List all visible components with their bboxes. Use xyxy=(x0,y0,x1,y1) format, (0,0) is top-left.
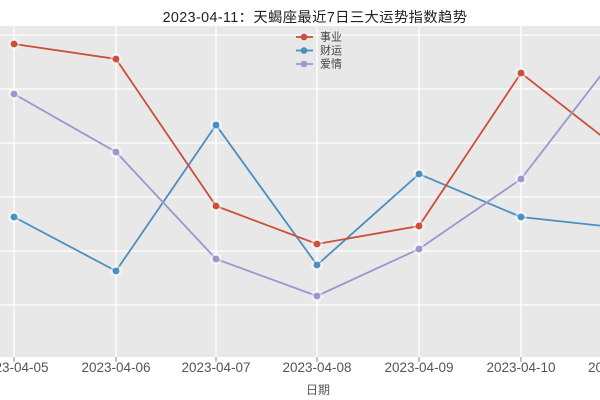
svg-text:2023-04-08: 2023-04-08 xyxy=(282,360,351,375)
svg-text:财运: 财运 xyxy=(320,43,342,57)
svg-text:事业: 事业 xyxy=(320,31,342,44)
svg-text:爱情: 爱情 xyxy=(320,58,342,71)
svg-text:2023-04-11: 2023-04-11 xyxy=(588,360,600,375)
svg-text:2023-04-10: 2023-04-10 xyxy=(486,360,555,375)
svg-text:2023-04-05: 2023-04-05 xyxy=(0,360,49,375)
svg-text:2023-04-09: 2023-04-09 xyxy=(384,360,453,375)
svg-text:日期: 日期 xyxy=(306,383,330,397)
svg-text:2023-04-06: 2023-04-06 xyxy=(81,360,150,375)
svg-text:2023-04-07: 2023-04-07 xyxy=(181,360,250,375)
